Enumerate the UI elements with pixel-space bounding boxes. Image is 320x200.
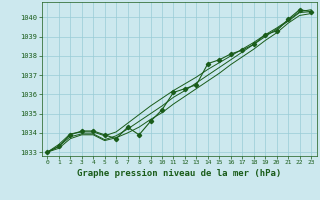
X-axis label: Graphe pression niveau de la mer (hPa): Graphe pression niveau de la mer (hPa): [77, 169, 281, 178]
